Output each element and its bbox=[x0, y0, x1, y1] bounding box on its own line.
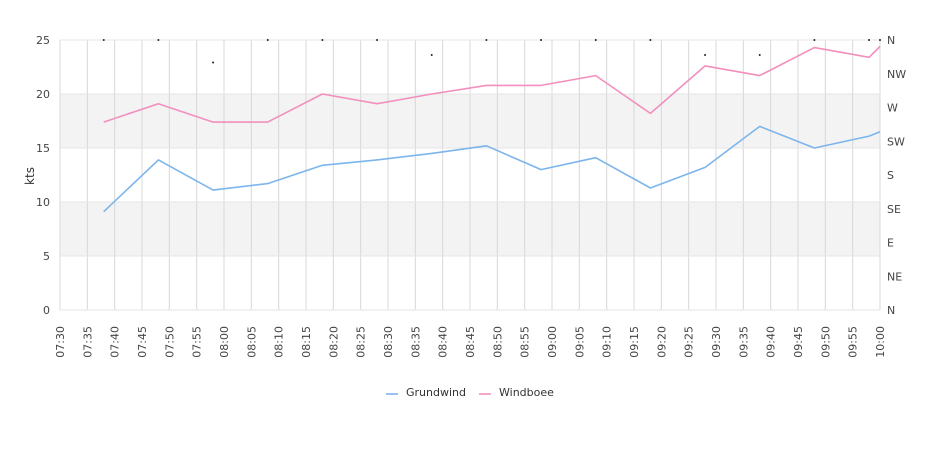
direction-tick-label: NE bbox=[887, 270, 902, 283]
direction-marker bbox=[868, 39, 871, 41]
direction-marker bbox=[266, 39, 269, 41]
direction-marker bbox=[212, 61, 215, 64]
direction-marker bbox=[879, 39, 881, 41]
direction-marker bbox=[430, 54, 433, 56]
direction-tick-label: E bbox=[887, 237, 894, 250]
x-tick-label: 08:00 bbox=[218, 326, 231, 358]
direction-tick-label: N bbox=[887, 304, 895, 317]
direction-marker bbox=[813, 39, 816, 41]
x-tick-label: 09:10 bbox=[601, 326, 614, 358]
y-tick-label: 10 bbox=[36, 196, 50, 209]
x-axis-ticks: 07:30 07:35 07:40 07:45 07:50 07:55 08:00 08:05… bbox=[54, 326, 887, 358]
series-line bbox=[103, 45, 881, 123]
x-tick-label: 08:45 bbox=[464, 326, 477, 358]
x-tick-label: 07:35 bbox=[81, 326, 94, 358]
x-tick-label: 07:55 bbox=[191, 326, 204, 358]
x-tick-label: 08:50 bbox=[491, 326, 504, 358]
direction-marker bbox=[704, 54, 707, 56]
x-tick-label: 09:05 bbox=[573, 326, 586, 358]
grid-lines bbox=[59, 39, 881, 311]
x-tick-label: 08:10 bbox=[273, 326, 286, 358]
x-tick-label: 08:40 bbox=[437, 326, 450, 358]
x-tick-label: 09:00 bbox=[546, 326, 559, 358]
direction-tick-label: W bbox=[887, 102, 898, 115]
direction-marker bbox=[540, 39, 543, 41]
x-tick-label: 08:20 bbox=[327, 326, 340, 358]
x-tick-label: 09:55 bbox=[847, 326, 860, 358]
series-line bbox=[103, 125, 881, 213]
direction-marker bbox=[594, 39, 597, 41]
direction-tick-label: N bbox=[887, 34, 895, 47]
x-tick-label: 10:00 bbox=[874, 326, 887, 358]
y-axis-ticks: 0 5 10 15 20 25 bbox=[36, 34, 50, 317]
y-tick-label: 20 bbox=[36, 88, 50, 101]
direction-tick-label: SW bbox=[887, 135, 905, 148]
x-tick-label: 09:30 bbox=[710, 326, 723, 358]
y-tick-label: 25 bbox=[36, 34, 50, 47]
x-tick-label: 09:40 bbox=[765, 326, 778, 358]
y-tick-label: 15 bbox=[36, 142, 50, 155]
direction-tick-label: S bbox=[887, 169, 894, 182]
direction-marker bbox=[376, 39, 379, 41]
x-tick-label: 08:25 bbox=[355, 326, 368, 358]
x-tick-label: 07:30 bbox=[54, 326, 67, 358]
x-tick-label: 09:45 bbox=[792, 326, 805, 358]
direction-marker bbox=[485, 39, 488, 41]
direction-tick-label: SE bbox=[887, 203, 901, 216]
direction-marker bbox=[649, 39, 652, 41]
y-tick-label: 0 bbox=[43, 304, 50, 317]
x-tick-label: 07:40 bbox=[109, 326, 122, 358]
x-tick-label: 09:50 bbox=[819, 326, 832, 358]
y-tick-label: 5 bbox=[43, 250, 50, 263]
direction-axis-ticks: N NE E SE S SW W NW N bbox=[887, 34, 906, 317]
direction-markers bbox=[102, 39, 881, 64]
legend-label: Grundwind bbox=[406, 386, 466, 399]
x-tick-label: 08:35 bbox=[409, 326, 422, 358]
legend-label: Windboee bbox=[499, 386, 554, 399]
x-tick-label: 09:20 bbox=[655, 326, 668, 358]
direction-marker bbox=[321, 39, 324, 41]
x-tick-label: 09:35 bbox=[737, 326, 750, 358]
x-tick-label: 08:55 bbox=[519, 326, 532, 358]
direction-marker bbox=[157, 39, 160, 41]
x-tick-label: 07:50 bbox=[163, 326, 176, 358]
direction-marker bbox=[102, 39, 105, 41]
x-tick-label: 07:45 bbox=[136, 326, 149, 358]
x-tick-label: 09:25 bbox=[683, 326, 696, 358]
direction-tick-label: NW bbox=[887, 68, 906, 81]
x-tick-label: 08:05 bbox=[245, 326, 258, 358]
y-axis-label: kts bbox=[23, 167, 37, 185]
x-tick-label: 08:15 bbox=[300, 326, 313, 358]
series-lines bbox=[103, 45, 881, 213]
legend[interactable]: Grundwind Windboee bbox=[386, 386, 554, 399]
x-tick-label: 08:30 bbox=[382, 326, 395, 358]
x-tick-label: 09:15 bbox=[628, 326, 641, 358]
direction-marker bbox=[758, 54, 761, 56]
